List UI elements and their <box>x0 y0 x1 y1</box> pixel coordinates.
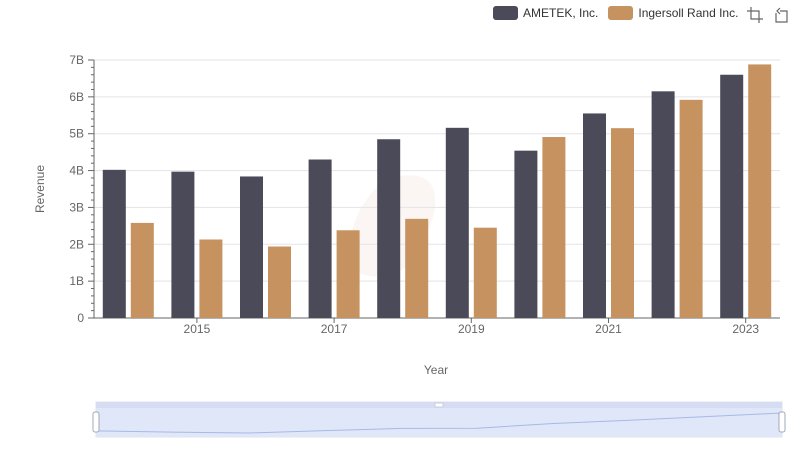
bar-ametek-2015[interactable] <box>171 171 195 318</box>
legend-label-ametek: AMETEK, Inc. <box>523 6 599 20</box>
legend-swatch-ingersoll <box>608 6 634 20</box>
y-tick-label: 0 <box>77 311 84 325</box>
bar-ametek-2023[interactable] <box>720 74 744 318</box>
data-zoom-move-handle[interactable] <box>434 402 444 408</box>
bar-ingersoll-2014[interactable] <box>130 222 154 318</box>
data-zoom-selection[interactable] <box>96 407 782 437</box>
x-tick-label: 2015 <box>184 322 211 336</box>
bar-ingersoll-2022[interactable] <box>679 99 703 318</box>
data-zoom-handle-left[interactable] <box>92 411 100 433</box>
legend-swatch-ametek <box>493 6 518 20</box>
data-zoom-preview <box>95 412 783 434</box>
y-tick-label: 1B <box>69 274 84 288</box>
bar-ametek-2014[interactable] <box>102 169 126 318</box>
bar-ingersoll-2020[interactable] <box>542 137 566 318</box>
x-tick-label: 2021 <box>595 322 622 336</box>
bar-ametek-2020[interactable] <box>514 150 538 318</box>
bar-ametek-2022[interactable] <box>651 91 675 318</box>
y-tick-label: 3B <box>69 200 84 214</box>
x-axis-label: Year <box>424 363 448 377</box>
bar-ingersoll-2023[interactable] <box>748 64 772 319</box>
bar-ametek-2021[interactable] <box>583 113 606 318</box>
bar-ametek-2018[interactable] <box>377 139 401 318</box>
x-axis: 2015 2017 2019 2021 2023 <box>94 317 780 336</box>
bar-ametek-2019[interactable] <box>445 127 469 319</box>
bar-ingersoll-2019[interactable] <box>473 227 497 318</box>
bar-ingersoll-2017[interactable] <box>336 230 360 318</box>
toolbox <box>746 6 790 24</box>
data-zoom-slider[interactable] <box>92 401 786 438</box>
bar-ingersoll-2015[interactable] <box>199 239 223 318</box>
y-tick-label: 4B <box>69 164 84 178</box>
legend: AMETEK, Inc. Ingersoll Rand Inc. <box>493 4 748 22</box>
bar-ametek-2016[interactable] <box>240 176 263 318</box>
bar-ametek-2017[interactable] <box>308 159 332 318</box>
bar-ingersoll-2018[interactable] <box>405 218 429 318</box>
x-tick-label: 2019 <box>458 322 485 336</box>
y-axis: 0 1B 2B 3B 4B 5B 6B 7B <box>69 53 95 325</box>
y-tick-label: 6B <box>69 90 84 104</box>
zoom-icon[interactable] <box>746 6 764 24</box>
y-tick-label: 5B <box>69 127 84 141</box>
y-axis-label: Revenue <box>33 165 47 213</box>
bars <box>102 64 772 319</box>
legend-label-ingersoll: Ingersoll Rand Inc. <box>638 6 739 20</box>
y-tick-label: 2B <box>69 237 84 251</box>
y-tick-label: 7B <box>69 53 84 67</box>
restore-icon[interactable] <box>772 6 790 24</box>
x-tick-label: 2017 <box>321 322 348 336</box>
bar-ingersoll-2021[interactable] <box>611 128 634 318</box>
grid <box>94 59 780 282</box>
legend-item-ingersoll[interactable]: Ingersoll Rand Inc. <box>608 6 738 20</box>
x-tick-label: 2023 <box>732 322 759 336</box>
legend-item-ametek[interactable]: AMETEK, Inc. <box>493 6 598 20</box>
bar-ingersoll-2016[interactable] <box>268 246 291 318</box>
data-zoom-handle-right[interactable] <box>778 411 786 433</box>
